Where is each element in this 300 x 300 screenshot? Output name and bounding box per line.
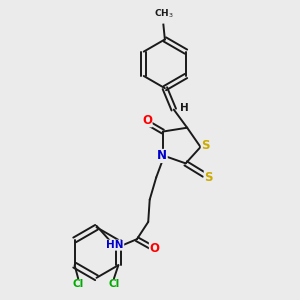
Text: S: S <box>201 139 210 152</box>
Text: Cl: Cl <box>108 280 119 290</box>
Text: N: N <box>157 149 167 162</box>
Text: S: S <box>204 170 213 184</box>
Text: CH$_3$: CH$_3$ <box>154 8 173 20</box>
Text: Cl: Cl <box>73 280 84 290</box>
Text: O: O <box>149 242 160 255</box>
Text: H: H <box>180 103 189 113</box>
Text: HN: HN <box>106 240 124 250</box>
Text: O: O <box>142 114 152 127</box>
